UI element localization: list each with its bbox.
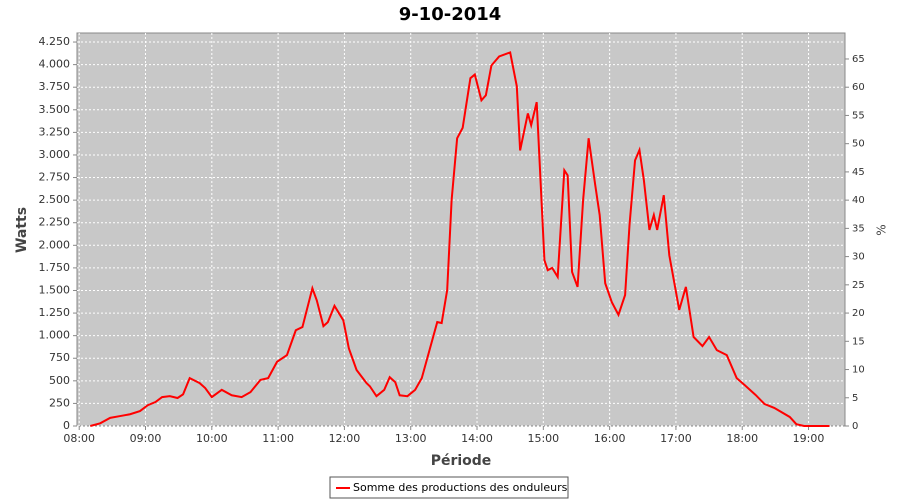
y-tick-label: 2.750 bbox=[39, 171, 71, 184]
x-tick-label: 19:00 bbox=[793, 432, 825, 445]
x-tick-label: 11:00 bbox=[262, 432, 294, 445]
y2-tick-label: 25 bbox=[852, 280, 865, 291]
line-series bbox=[89, 51, 830, 427]
y2-tick-label: 0 bbox=[852, 421, 858, 432]
y2-tick-label: 60 bbox=[852, 82, 865, 93]
y-tick-label: 1.750 bbox=[39, 261, 71, 274]
y2-axis-label: % bbox=[875, 224, 889, 235]
y2-tick-label: 15 bbox=[852, 336, 865, 347]
y2-tick-label: 50 bbox=[852, 139, 865, 150]
plot-area bbox=[76, 32, 846, 427]
y2-tick-label: 30 bbox=[852, 252, 865, 263]
y2-tick-label: 55 bbox=[852, 110, 865, 121]
y2-tick-label: 35 bbox=[852, 223, 865, 234]
x-tick-label: 13:00 bbox=[395, 432, 427, 445]
x-tick-label: 18:00 bbox=[726, 432, 758, 445]
x-tick-label: 15:00 bbox=[527, 432, 559, 445]
x-tick-label: 12:00 bbox=[329, 432, 361, 445]
y2-tick-label: 40 bbox=[852, 195, 865, 206]
y2-tick-label: 45 bbox=[852, 167, 865, 178]
y-tick-label: 500 bbox=[49, 374, 70, 387]
x-tick-label: 16:00 bbox=[594, 432, 626, 445]
y-tick-label: 4.000 bbox=[39, 58, 71, 71]
y-tick-label: 1.250 bbox=[39, 306, 71, 319]
y-tick-label: 2.500 bbox=[39, 193, 71, 206]
x-axis-label: Période bbox=[431, 453, 492, 469]
y-tick-label: 1.500 bbox=[39, 283, 71, 296]
legend-box bbox=[329, 476, 569, 499]
y-tick-label: 3.500 bbox=[39, 103, 71, 116]
x-tick-label: 17:00 bbox=[660, 432, 692, 445]
y2-tick-label: 65 bbox=[852, 54, 865, 65]
y-tick-label: 750 bbox=[49, 351, 70, 364]
chart-title: 9-10-2014 bbox=[399, 4, 502, 25]
x-tick-label: 09:00 bbox=[130, 432, 162, 445]
y-tick-label: 1.000 bbox=[39, 329, 71, 342]
y-tick-label: 3.250 bbox=[39, 125, 71, 138]
y-tick-label: 2.000 bbox=[39, 238, 71, 251]
y2-tick-label: 10 bbox=[852, 365, 865, 376]
x-tick-label: 08:00 bbox=[63, 432, 95, 445]
y-tick-label: 3.000 bbox=[39, 148, 71, 161]
y-tick-label: 0 bbox=[63, 419, 70, 432]
y-axis-label: Watts bbox=[14, 207, 30, 253]
y2-tick-label: 5 bbox=[852, 393, 858, 404]
y2-tick-label: 20 bbox=[852, 308, 865, 319]
legend-label: Somme des productions des onduleurs bbox=[353, 481, 568, 494]
x-tick-label: 10:00 bbox=[196, 432, 228, 445]
y-tick-label: 2.250 bbox=[39, 216, 71, 229]
y-tick-label: 3.750 bbox=[39, 80, 71, 93]
y-tick-label: 4.250 bbox=[39, 35, 71, 48]
y-tick-label: 250 bbox=[49, 396, 70, 409]
x-tick-label: 14:00 bbox=[461, 432, 493, 445]
